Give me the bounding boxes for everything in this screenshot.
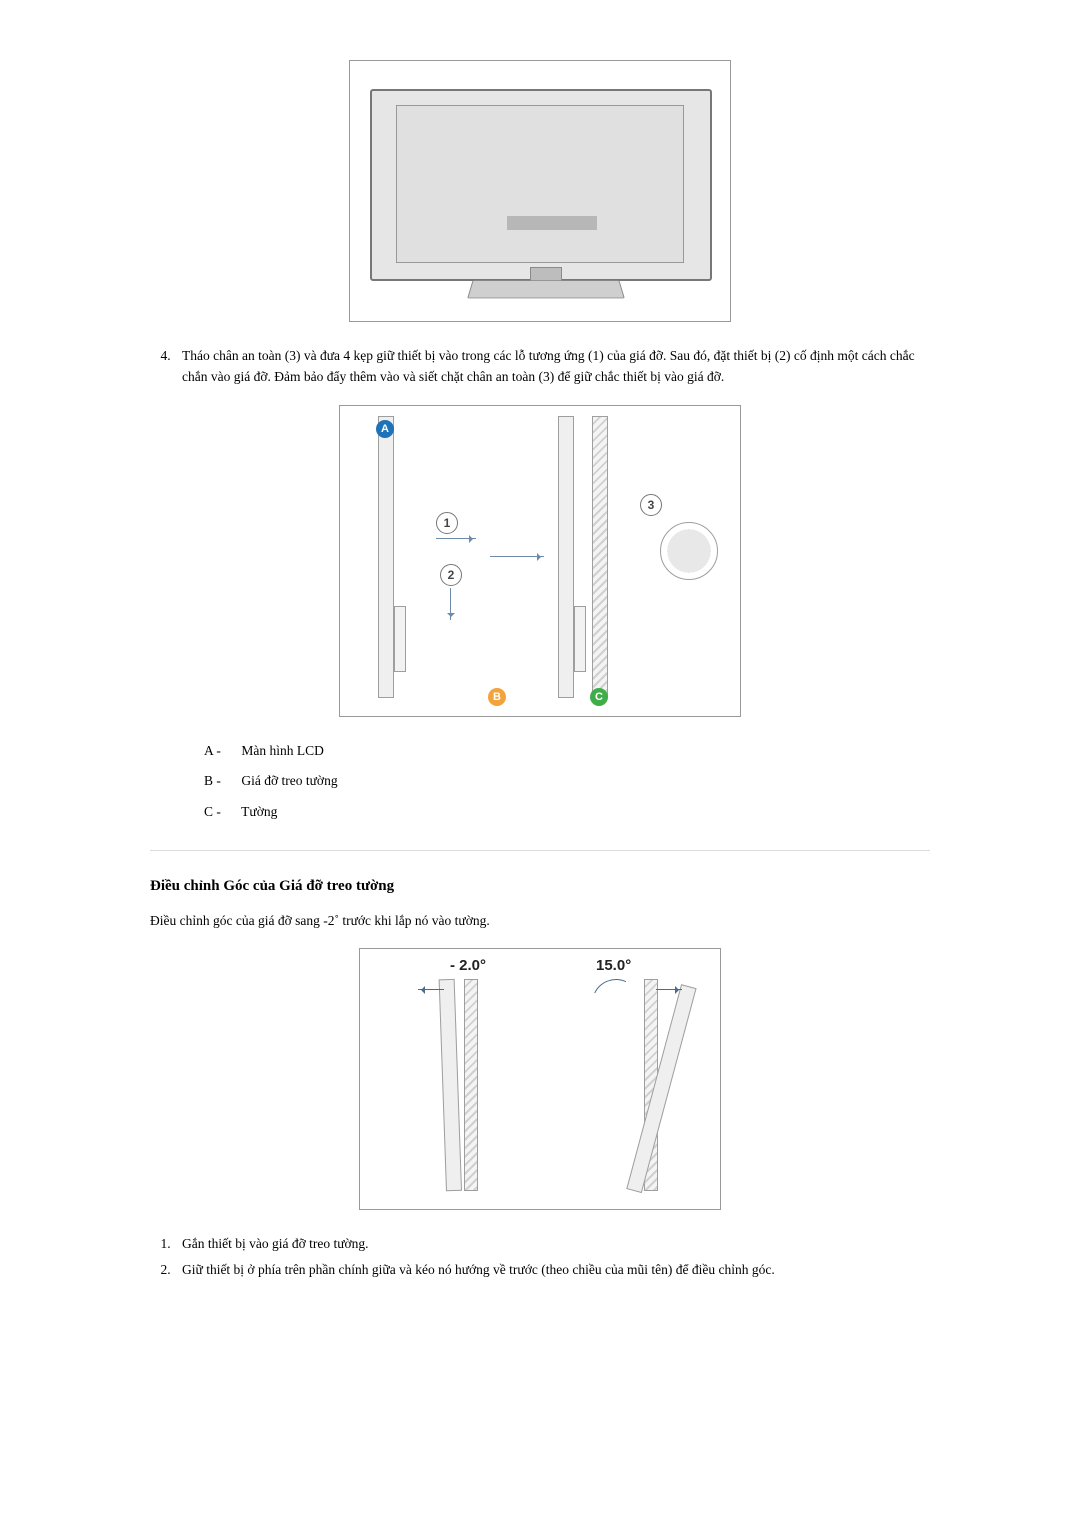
screw-icon xyxy=(608,181,630,192)
wall-side xyxy=(464,979,478,1191)
section-heading: Điều chỉnh Góc của Giá đỡ treo tường xyxy=(150,875,930,898)
screw-icon xyxy=(643,236,662,253)
section-divider xyxy=(150,850,930,851)
arrow-icon xyxy=(656,989,682,990)
instruction-list: Tháo chân an toàn (3) và đưa 4 kẹp giữ t… xyxy=(150,346,930,387)
angle-steps: Gắn thiết bị vào giá đỡ treo tường. Giữ … xyxy=(150,1234,930,1281)
angle-step-2-text: Giữ thiết bị ở phía trên phần chính giữa… xyxy=(182,1262,775,1277)
arrow-icon xyxy=(436,538,476,539)
callout-1: 1 xyxy=(436,512,458,534)
bracket-side xyxy=(574,606,586,672)
legend-key-a: A - xyxy=(204,741,238,761)
callout-2: 2 xyxy=(440,564,462,586)
angle-step-1: Gắn thiết bị vào giá đỡ treo tường. xyxy=(174,1234,930,1254)
lcd-panel-side xyxy=(439,978,462,1190)
angle-step-1-text: Gắn thiết bị vào giá đỡ treo tường. xyxy=(182,1236,369,1251)
arc-icon xyxy=(585,972,647,1034)
legend-row-a: A - Màn hình LCD xyxy=(204,741,930,761)
arrow-icon xyxy=(490,556,544,557)
badge-c: C xyxy=(590,688,608,706)
page: Tháo chân an toàn (3) và đưa 4 kẹp giữ t… xyxy=(130,0,950,1338)
detail-zoom-icon xyxy=(660,522,718,580)
screw-icon xyxy=(643,126,662,143)
arrow-icon xyxy=(418,989,444,990)
tv-stand xyxy=(467,280,625,298)
badge-a: A xyxy=(376,420,394,438)
legend-row-b: B - Giá đỡ treo tường xyxy=(204,771,930,791)
legend-label-c: Tường xyxy=(241,804,277,819)
figure-angle: - 2.0° 15.0° xyxy=(150,948,930,1216)
figure-wall-mount-box: A B C 1 2 3 xyxy=(339,405,741,717)
figure-tv-back-box xyxy=(349,60,731,322)
screw-icon xyxy=(415,126,434,143)
wall-side xyxy=(592,416,608,698)
legend-key-b: B - xyxy=(204,771,238,791)
legend-row-c: C - Tường xyxy=(204,802,930,822)
figure-wall-mount: A B C 1 2 3 xyxy=(150,405,930,723)
instruction-step-4: Tháo chân an toàn (3) và đưa 4 kẹp giữ t… xyxy=(174,346,930,387)
arrow-icon xyxy=(450,588,451,620)
bracket-side xyxy=(394,606,406,672)
figure-tv-back xyxy=(150,60,930,328)
figure-angle-box: - 2.0° 15.0° xyxy=(359,948,721,1210)
angle-label-neg: - 2.0° xyxy=(450,957,486,974)
lcd-panel-side xyxy=(378,416,394,698)
callout-3: 3 xyxy=(640,494,662,516)
instruction-step-4-text: Tháo chân an toàn (3) và đưa 4 kẹp giữ t… xyxy=(182,348,915,383)
legend-label-a: Màn hình LCD xyxy=(241,743,324,758)
legend: A - Màn hình LCD B - Giá đỡ treo tường C… xyxy=(204,741,930,822)
angle-label-pos: 15.0° xyxy=(596,957,631,974)
section-lead: Điều chỉnh góc của giá đỡ sang -2˚ trước… xyxy=(150,911,930,931)
screw-icon xyxy=(415,236,434,253)
legend-key-c: C - xyxy=(204,802,238,822)
legend-label-b: Giá đỡ treo tường xyxy=(241,773,337,788)
lcd-panel-side xyxy=(558,416,574,698)
badge-b: B xyxy=(488,688,506,706)
angle-step-2: Giữ thiết bị ở phía trên phần chính giữa… xyxy=(174,1260,930,1280)
